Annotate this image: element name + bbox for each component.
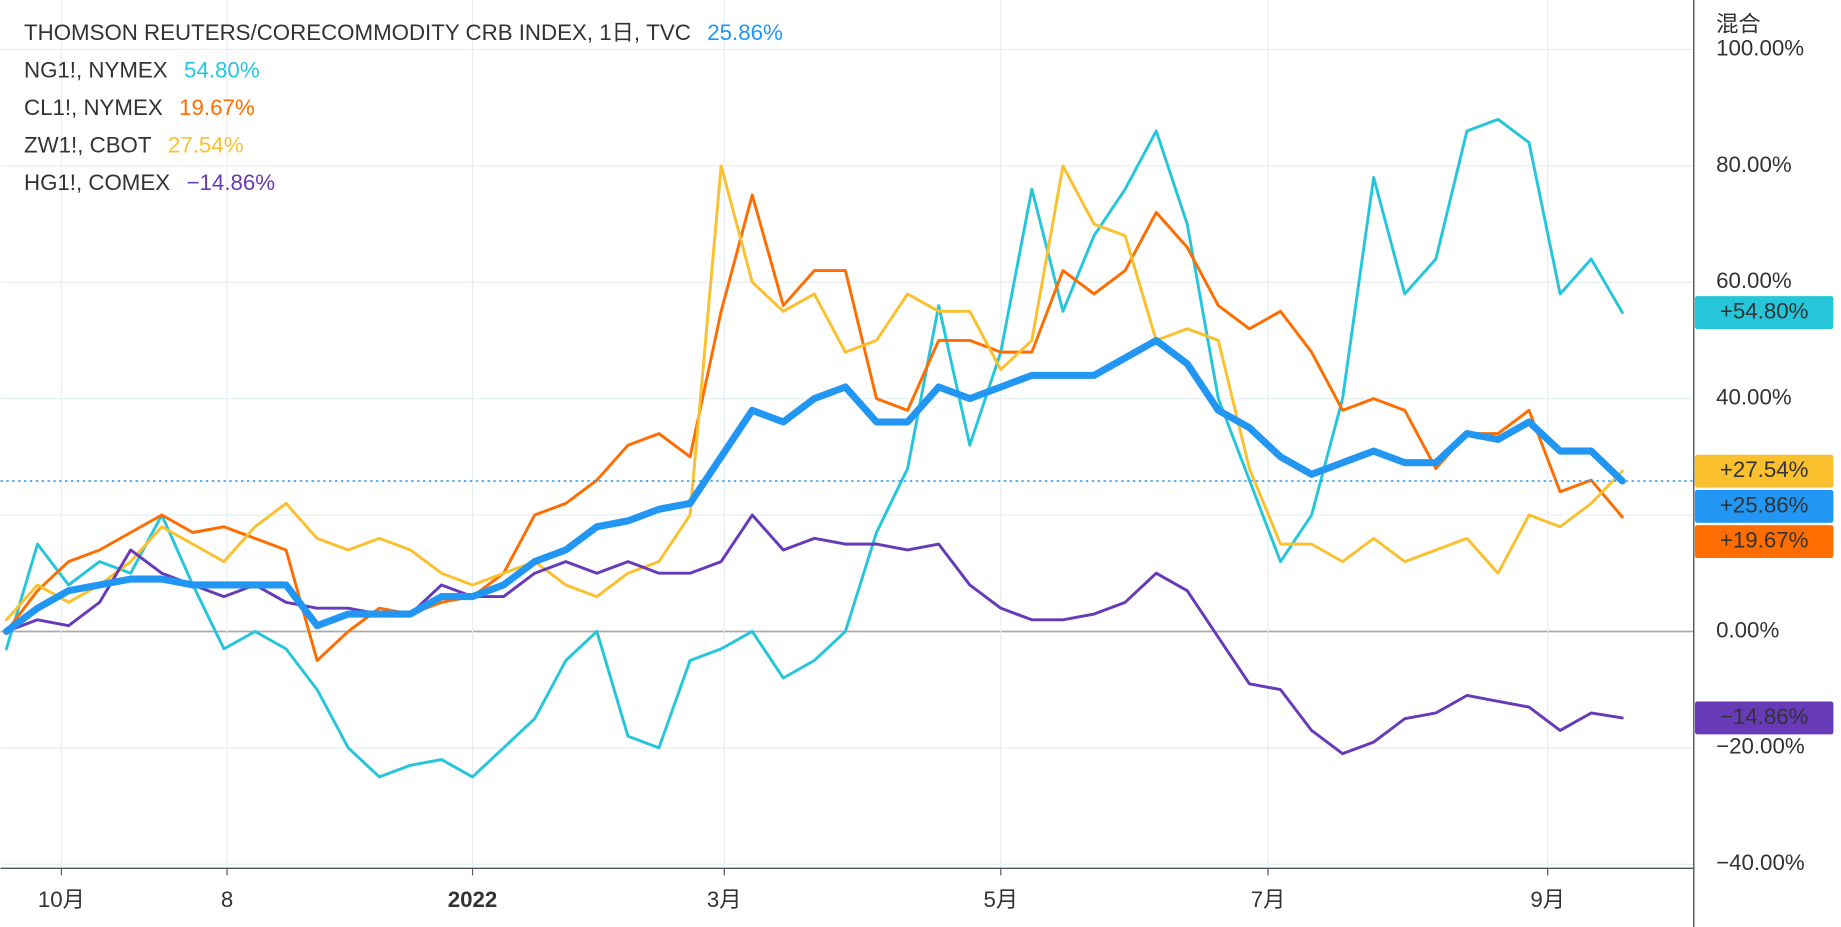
x-tick-label: 8: [221, 887, 233, 912]
x-tick-label: 10月: [38, 887, 85, 912]
price-badge: [1694, 525, 1834, 559]
y-tick-label: 0.00%: [1716, 617, 1779, 642]
legend-name: ZW1!, CBOT: [24, 133, 152, 158]
legend-entry[interactable]: NG1!, NYMEX 54.80%: [24, 57, 260, 82]
plot: [0, 117, 1694, 779]
x-tick-label: 3月: [707, 887, 742, 912]
y-tick-label: 60.00%: [1716, 268, 1792, 293]
legend-value: 27.54%: [168, 133, 244, 158]
legend-entry[interactable]: THOMSON REUTERS/CORECOMMODITY CRB INDEX,…: [24, 20, 783, 45]
legend: THOMSON REUTERS/CORECOMMODITY CRB INDEX,…: [24, 20, 783, 195]
price-badge-label: +19.67%: [1720, 527, 1809, 552]
series-line: [4, 193, 1624, 662]
axis: −40.00%−20.00%0.00%20.00%40.00%60.00%80.…: [38, 35, 1834, 912]
scale-mode[interactable]: 混合: [1716, 12, 1761, 37]
y-tick-label: −20.00%: [1716, 734, 1805, 759]
price-badge-label: −14.86%: [1720, 704, 1809, 729]
legend-name: NG1!, NYMEX: [24, 57, 168, 82]
legend-entry[interactable]: ZW1!, CBOT 27.54%: [24, 133, 244, 158]
price-badge: [1694, 296, 1834, 329]
x-tick-label: 9月: [1530, 887, 1565, 912]
series-line: [4, 117, 1624, 779]
legend-name: THOMSON REUTERS/CORECOMMODITY CRB INDEX,…: [24, 20, 691, 45]
series-line: [2, 336, 1626, 635]
legend-value: −14.86%: [187, 170, 276, 195]
legend-name: CL1!, NYMEX: [24, 95, 163, 120]
legend-value: 54.80%: [184, 57, 260, 82]
y-tick-label: 100.00%: [1716, 35, 1804, 60]
legend-name: HG1!, COMEX: [24, 170, 170, 195]
series-line: [4, 164, 1624, 622]
price-badge-label: +27.54%: [1720, 457, 1809, 482]
y-tick-label: −40.00%: [1716, 850, 1805, 875]
price-badge: [1694, 701, 1834, 735]
legend-entry[interactable]: CL1!, NYMEX 19.67%: [24, 95, 255, 120]
legend-entry[interactable]: HG1!, COMEX −14.86%: [24, 170, 275, 195]
x-tick-label: 5月: [983, 887, 1018, 912]
x-tick-label: 2022: [448, 887, 498, 912]
legend-value: 25.86%: [707, 20, 783, 45]
price-badge: [1694, 454, 1834, 488]
legend-value: 19.67%: [179, 95, 255, 120]
y-tick-label: 40.00%: [1716, 385, 1792, 410]
price-badge-label: +54.80%: [1720, 298, 1809, 323]
price-badge-label: +25.86%: [1720, 492, 1809, 517]
series-line: [4, 513, 1624, 756]
price-badge: [1694, 489, 1834, 523]
x-tick-label: 7月: [1251, 887, 1286, 912]
y-tick-label: 80.00%: [1716, 152, 1792, 177]
